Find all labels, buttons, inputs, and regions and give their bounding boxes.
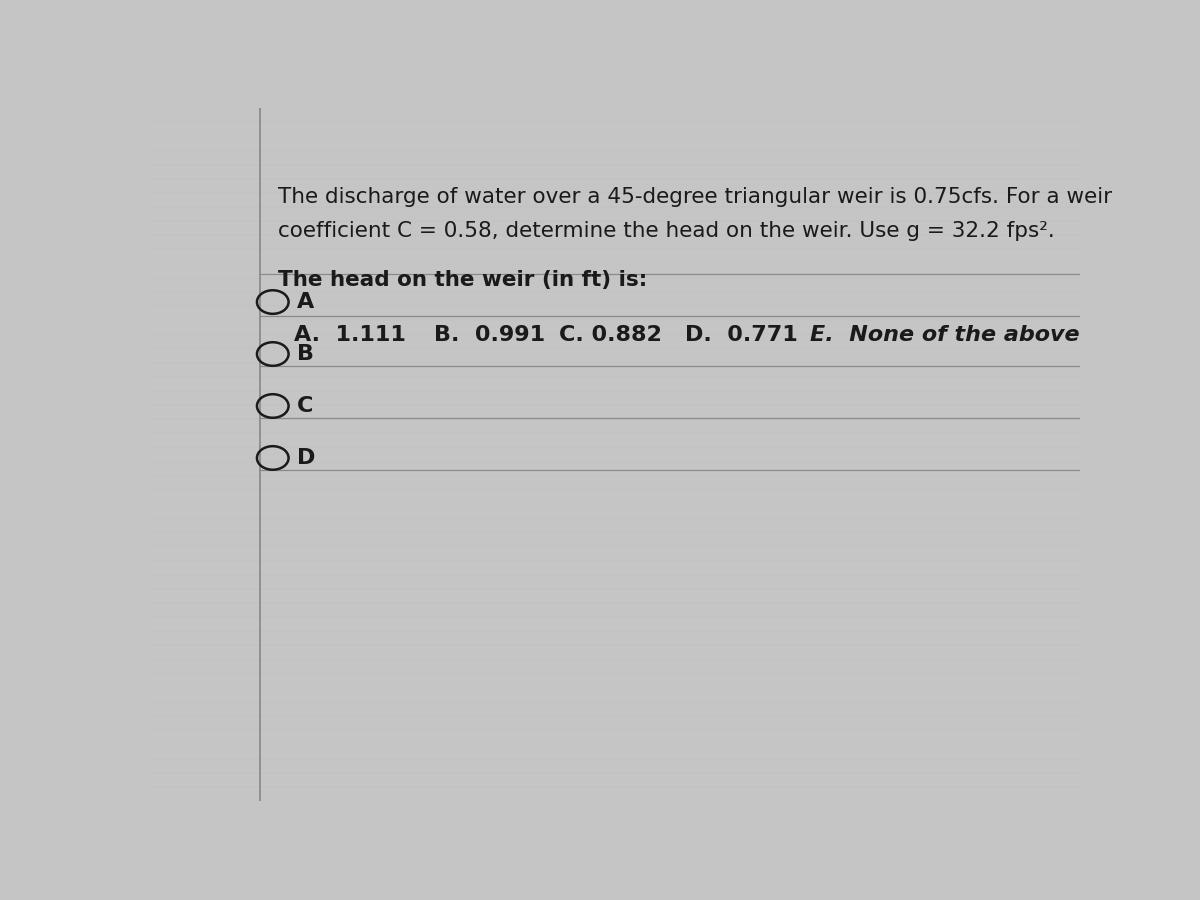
Text: D.  0.771: D. 0.771 <box>685 325 798 346</box>
Text: C: C <box>296 396 313 416</box>
Text: B: B <box>296 344 314 364</box>
Text: C. 0.882: C. 0.882 <box>559 325 662 346</box>
Text: B.  0.991: B. 0.991 <box>433 325 545 346</box>
Text: coefficient C = 0.58, determine the head on the weir. Use g = 32.2 fps².: coefficient C = 0.58, determine the head… <box>278 221 1055 241</box>
Text: A: A <box>296 292 314 312</box>
Text: E.  None of the above: E. None of the above <box>810 325 1080 346</box>
Text: D: D <box>296 448 316 468</box>
Text: The discharge of water over a 45-degree triangular weir is 0.75cfs. For a weir: The discharge of water over a 45-degree … <box>278 186 1112 207</box>
Text: A.  1.111: A. 1.111 <box>294 325 406 346</box>
Text: The head on the weir (in ft) is:: The head on the weir (in ft) is: <box>278 270 648 290</box>
